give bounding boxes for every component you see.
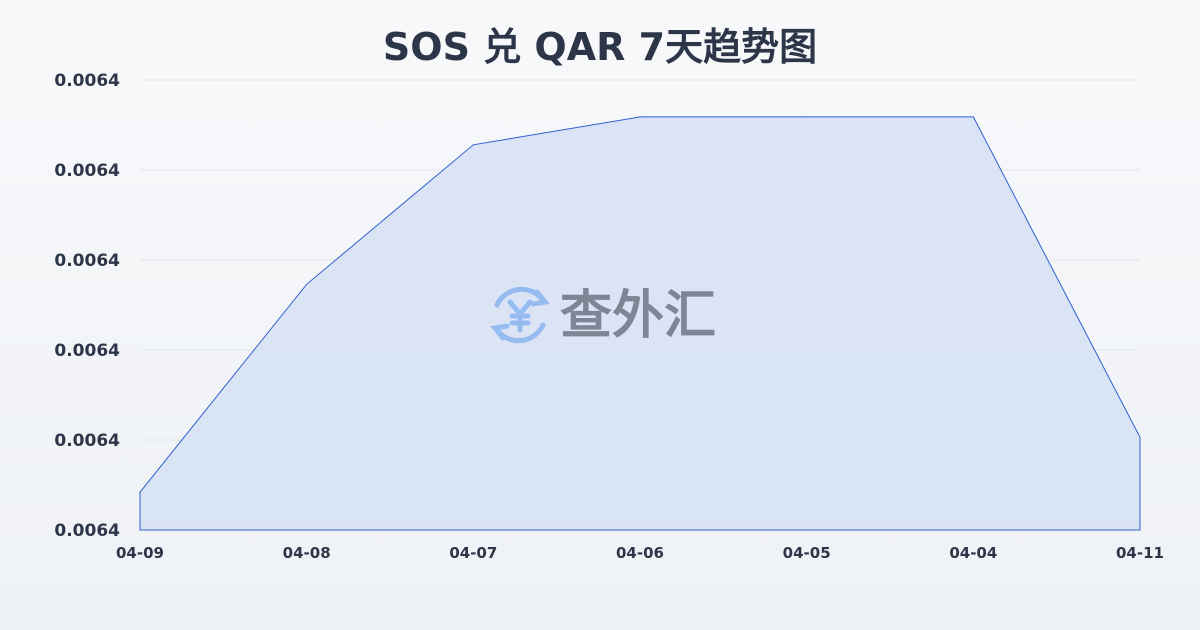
data-point (139, 491, 141, 493)
y-tick-label: 0.0064 (54, 161, 120, 181)
yuan-exchange-icon (490, 286, 550, 344)
data-point (472, 144, 474, 146)
y-tick-label: 0.0064 (54, 251, 120, 271)
series-area (139, 116, 1141, 531)
y-tick-label: 0.0064 (54, 341, 120, 361)
y-tick-label: 0.0064 (54, 71, 120, 91)
x-tick-label: 04-09 (116, 544, 164, 562)
data-point (639, 116, 641, 118)
data-point (306, 283, 308, 285)
x-tick-label: 04-05 (783, 544, 831, 562)
x-tick-label: 04-11 (1116, 544, 1164, 562)
x-tick-label: 04-04 (949, 544, 997, 562)
watermark-text: 查外汇 (560, 286, 716, 346)
watermark: 查外汇 (490, 286, 716, 346)
x-tick-label: 04-08 (283, 544, 331, 562)
data-point (806, 116, 808, 118)
data-point (1139, 436, 1141, 438)
x-tick-label: 04-06 (616, 544, 664, 562)
data-point (972, 116, 974, 118)
chart-title: SOS 兑 QAR 7天趋势图 (383, 25, 817, 69)
x-tick-label: 04-07 (449, 544, 497, 562)
y-tick-label: 0.0064 (54, 521, 120, 541)
y-tick-label: 0.0064 (54, 431, 120, 451)
